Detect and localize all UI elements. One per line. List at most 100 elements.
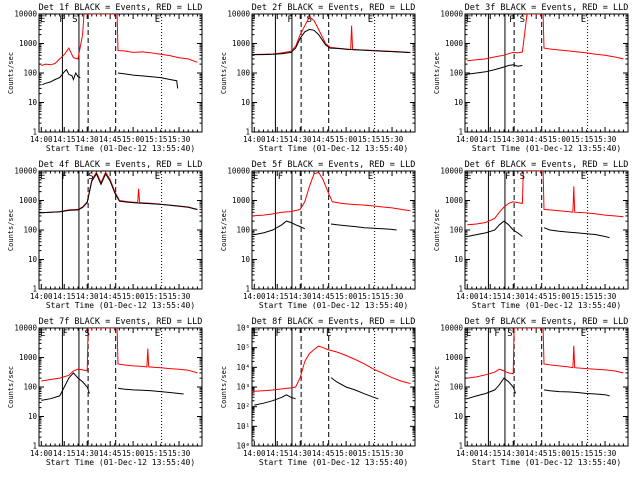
- panel-title: Det 2f BLACK = Events, RED = LLD: [252, 3, 416, 13]
- x-tick-label: 15:00: [548, 292, 571, 301]
- flag-label: E: [40, 15, 45, 25]
- y-axis-label: Counts/sec: [7, 366, 15, 408]
- flag-label: E: [326, 329, 331, 339]
- plot-area: [41, 328, 198, 446]
- x-tick-label: 14:15: [53, 449, 76, 458]
- series-events-2: [467, 220, 523, 237]
- panel-1: Det 1f BLACK = Events, RED = LLD 1 10 100 10…: [7, 3, 203, 153]
- x-tick-label: 14:30: [502, 449, 525, 458]
- y-tick-label: 10000: [14, 10, 37, 19]
- panel-title: Det 5f BLACK = Events, RED = LLD: [252, 160, 416, 170]
- y-tick-label: 100: [236, 69, 250, 78]
- flag-label: S: [520, 172, 525, 182]
- y-tick-label: 1000: [445, 39, 464, 48]
- panel-5: Det 5f BLACK = Events, RED = LLD 1 10 100 10…: [220, 160, 416, 310]
- plot-frame: [251, 13, 416, 133]
- panel-title: Det 4f BLACK = Events, RED = LLD: [39, 160, 203, 170]
- flag-label: E: [40, 172, 45, 182]
- x-tick-label: 15:30: [168, 449, 191, 458]
- x-tick-label: 15:30: [168, 135, 191, 144]
- panel-2: Det 2f BLACK = Events, RED = LLD 1 10 100 10…: [220, 3, 416, 153]
- x-tick-label: 14:45: [525, 135, 548, 144]
- series-events-3: [330, 377, 379, 400]
- y-tick-label: 1: [32, 442, 37, 451]
- y-tick-label: 100: [23, 383, 37, 392]
- x-tick-label: 15:30: [381, 135, 404, 144]
- x-tick-label: 14:45: [99, 292, 122, 301]
- x-tick-label: 14:00: [243, 135, 266, 144]
- series-lld-1: [467, 171, 624, 226]
- flag-label: S: [72, 15, 77, 25]
- series-events-3: [117, 72, 179, 89]
- plot-frame: [38, 170, 203, 290]
- x-tick-label: 14:00: [456, 449, 479, 458]
- y-axis-label: Counts/sec: [433, 209, 441, 251]
- y-tick-label: 10⁴: [236, 363, 250, 372]
- series-events-3: [543, 389, 610, 397]
- flag-label: F: [505, 172, 510, 182]
- y-tick-label: 10¹: [236, 422, 250, 431]
- x-axis-label: Start Time (01-Dec-12 13:55:40): [472, 458, 621, 467]
- plot-area: [39, 171, 198, 289]
- series-events-2: [467, 64, 523, 75]
- x-axis-label: Start Time (01-Dec-12 13:55:40): [46, 301, 195, 310]
- series-events-2: [39, 172, 198, 214]
- flag-label: E: [368, 172, 373, 182]
- x-tick-label: 14:45: [312, 449, 335, 458]
- y-tick-label: 10: [454, 255, 464, 264]
- y-tick-label: 1000: [19, 196, 38, 205]
- y-tick-label: 100: [23, 226, 37, 235]
- x-tick-label: 14:45: [312, 135, 335, 144]
- y-tick-label: 1000: [445, 353, 464, 362]
- x-tick-label: 14:00: [30, 449, 53, 458]
- x-tick-label: 14:45: [99, 135, 122, 144]
- panel-8: Det 8f BLACK = Events, RED = LLD 10⁰ 10¹ 10…: [220, 317, 416, 467]
- flag-label: S: [85, 329, 90, 339]
- series-events-3: [330, 223, 397, 231]
- flag-label: E: [40, 329, 45, 339]
- x-tick-label: 14:30: [289, 292, 312, 301]
- x-tick-label: 15:15: [145, 292, 168, 301]
- flag-label: S: [520, 15, 525, 25]
- x-axis-label: Start Time (01-Dec-12 13:55:40): [472, 301, 621, 310]
- series-events-2: [41, 372, 90, 401]
- panel-title: Det 7f BLACK = Events, RED = LLD: [39, 317, 203, 327]
- x-tick-label: 14:00: [30, 292, 53, 301]
- x-tick-label: 14:45: [99, 449, 122, 458]
- x-tick-label: 14:30: [502, 292, 525, 301]
- y-tick-label: 10000: [14, 324, 37, 333]
- y-tick-label: 10: [454, 412, 464, 421]
- flag-label: E: [253, 172, 258, 182]
- y-tick-label: 10000: [440, 324, 463, 333]
- y-tick-label: 1000: [232, 196, 251, 205]
- plot-area: [252, 14, 411, 132]
- x-tick-label: 15:00: [335, 135, 358, 144]
- y-axis-label: Counts/sec: [433, 366, 441, 408]
- x-tick-label: 14:15: [479, 292, 502, 301]
- x-axis-label: Start Time (01-Dec-12 13:55:40): [46, 458, 195, 467]
- series-lld-1: [467, 328, 624, 379]
- y-tick-label: 1000: [19, 39, 38, 48]
- y-tick-label: 100: [23, 69, 37, 78]
- y-tick-label: 1: [32, 128, 37, 137]
- y-tick-label: 100: [449, 226, 463, 235]
- x-tick-label: 15:00: [122, 135, 145, 144]
- x-tick-label: 14:30: [76, 292, 99, 301]
- flag-label: E: [581, 172, 586, 182]
- flag-label: F: [62, 172, 67, 182]
- series-events-2: [467, 377, 516, 400]
- y-tick-label: 1: [458, 285, 463, 294]
- x-tick-label: 14:30: [289, 449, 312, 458]
- plot-area: [252, 171, 411, 289]
- panel-title: Det 1f BLACK = Events, RED = LLD: [39, 3, 203, 13]
- x-tick-label: 14:00: [243, 292, 266, 301]
- series-lld-1: [252, 345, 411, 392]
- x-tick-label: 14:00: [456, 135, 479, 144]
- flag-label: E: [466, 15, 471, 25]
- flag-label: E: [253, 329, 258, 339]
- flag-label: S: [88, 172, 93, 182]
- series-events-3: [543, 227, 610, 239]
- x-tick-label: 15:15: [571, 449, 594, 458]
